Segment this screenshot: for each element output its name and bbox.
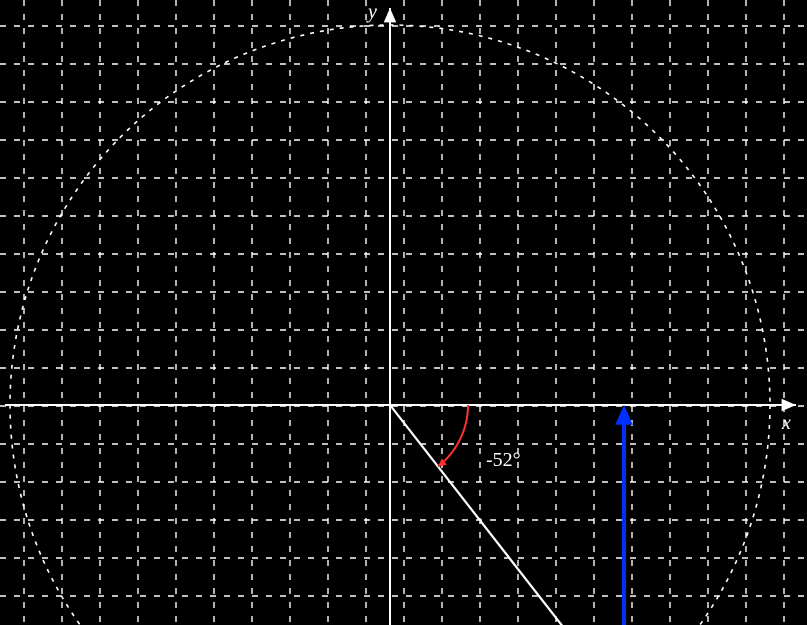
x-axis-label: x [781,412,791,434]
labels: y x -52° [366,1,791,471]
terminal-side [390,405,624,625]
sine-segment [615,405,633,625]
grid [0,0,807,625]
angle-diagram: y x -52° [0,0,807,625]
y-axis-label: y [366,1,377,23]
angle-label: -52° [486,449,521,471]
axes [5,8,796,625]
